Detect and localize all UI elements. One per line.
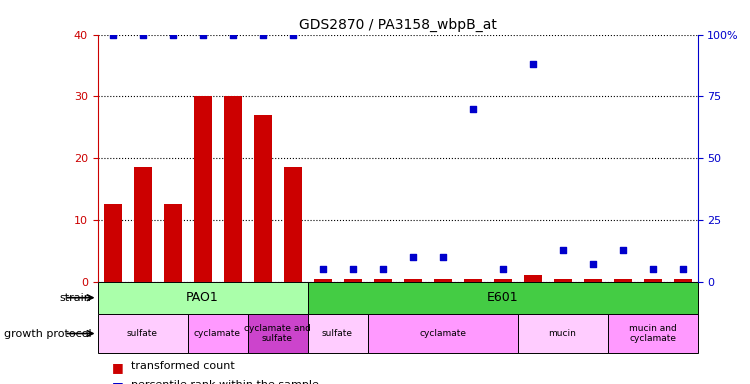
Point [406,254,418,260]
Bar [464,278,482,281]
Bar [314,278,332,281]
Bar [404,278,422,281]
Text: strain: strain [60,293,92,303]
Text: PAO1: PAO1 [186,291,219,304]
Text: ■: ■ [112,361,128,374]
Bar [344,278,362,281]
Bar [224,96,242,281]
Bar [494,278,512,281]
Bar [674,278,692,281]
Title: GDS2870 / PA3158_wbpB_at: GDS2870 / PA3158_wbpB_at [298,18,496,32]
Point [286,31,298,38]
Bar [433,278,451,281]
Point [556,247,568,253]
Text: cyclamate: cyclamate [194,329,241,338]
Point [316,266,328,272]
Point [196,31,208,38]
Point [496,266,508,272]
Point [466,106,478,112]
Bar [188,314,248,353]
Point [136,31,148,38]
Bar [248,314,308,353]
Text: transformed count: transformed count [131,361,235,371]
Point [256,31,268,38]
Point [586,261,598,267]
Text: sulfate: sulfate [322,329,353,338]
Point [436,254,448,260]
Bar [284,167,302,281]
Bar [98,281,308,314]
Bar [254,115,272,281]
Text: cyclamate and
sulfate: cyclamate and sulfate [244,324,311,343]
Text: sulfate: sulfate [127,329,158,338]
Bar [644,278,662,281]
Bar [524,275,542,281]
Bar [614,278,632,281]
Bar [374,278,392,281]
Point [616,247,628,253]
Point [646,266,658,272]
Text: cyclamate: cyclamate [419,329,466,338]
Point [106,31,118,38]
Text: mucin and
cyclamate: mucin and cyclamate [628,324,676,343]
Point [226,31,238,38]
Bar [194,96,211,281]
Bar [104,204,122,281]
Bar [554,278,572,281]
Text: percentile rank within the sample: percentile rank within the sample [131,380,320,384]
Point [676,266,688,272]
Text: E601: E601 [487,291,518,304]
Point [526,61,538,67]
Text: ■: ■ [112,380,128,384]
Bar [308,281,698,314]
Bar [584,278,602,281]
Bar [368,314,518,353]
Bar [308,314,368,353]
Text: mucin: mucin [548,329,577,338]
Bar [518,314,608,353]
Bar [164,204,182,281]
Point [166,31,178,38]
Bar [98,314,188,353]
Text: growth protocol: growth protocol [4,329,92,339]
Point [376,266,388,272]
Bar [608,314,698,353]
Bar [134,167,152,281]
Point [346,266,358,272]
